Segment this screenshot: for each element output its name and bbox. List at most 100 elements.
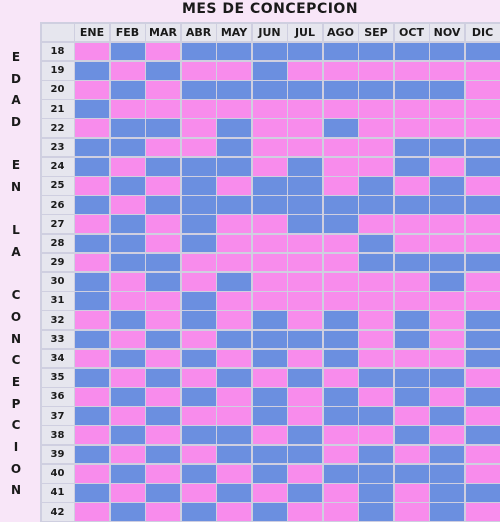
cell-pink <box>465 100 500 118</box>
cell-blue <box>359 253 393 272</box>
age-label: 32 <box>41 311 74 329</box>
cell-blue <box>465 349 500 368</box>
cell-pink <box>75 464 109 483</box>
cell-pink <box>359 61 393 80</box>
age-label: 26 <box>41 196 74 214</box>
cell-pink <box>430 61 464 80</box>
cell-pink <box>110 484 145 502</box>
age-label: 31 <box>41 292 74 310</box>
cell-pink <box>181 407 216 425</box>
y-axis-letter: N <box>10 331 22 346</box>
cell-blue <box>288 445 322 464</box>
cell-pink <box>323 253 358 272</box>
cell-blue <box>110 349 145 368</box>
age-label: 42 <box>41 503 74 521</box>
cell-pink <box>288 61 322 80</box>
cell-blue <box>323 388 358 406</box>
cell-blue <box>75 196 109 214</box>
age-label: 36 <box>41 388 74 406</box>
cell-blue <box>146 330 180 349</box>
age-label: 23 <box>41 138 74 157</box>
cell-pink <box>181 330 216 349</box>
cell-pink <box>252 253 287 272</box>
cell-blue <box>465 253 500 272</box>
age-label: 28 <box>41 234 74 253</box>
cell-blue <box>146 253 180 272</box>
cell-pink <box>430 330 464 349</box>
cell-blue <box>146 157 180 176</box>
cell-pink <box>217 100 251 118</box>
cell-pink <box>110 196 145 214</box>
cell-blue <box>430 445 464 464</box>
cell-blue <box>146 272 180 291</box>
cell-pink <box>75 177 109 195</box>
cell-pink <box>430 157 464 176</box>
cell-blue <box>181 215 216 234</box>
cell-pink <box>217 503 251 521</box>
cell-blue <box>394 388 429 406</box>
cell-blue <box>146 407 180 425</box>
cell-pink <box>465 368 500 387</box>
cell-blue <box>359 42 393 61</box>
cell-pink <box>394 292 429 310</box>
age-label: 25 <box>41 177 74 195</box>
cell-pink <box>181 484 216 502</box>
cell-pink <box>146 292 180 310</box>
cell-pink <box>110 157 145 176</box>
cell-pink <box>288 292 322 310</box>
cell-pink <box>323 157 358 176</box>
month-header: SEP <box>359 23 393 42</box>
age-label: 34 <box>41 349 74 368</box>
cell-blue <box>252 445 287 464</box>
y-axis-letter: P <box>11 396 21 411</box>
cell-blue <box>146 484 180 502</box>
cell-pink <box>288 388 322 406</box>
cell-blue <box>465 42 500 61</box>
cell-blue <box>110 42 145 61</box>
cell-pink <box>252 234 287 253</box>
cell-blue <box>110 388 145 406</box>
cell-pink <box>252 272 287 291</box>
cell-pink <box>146 311 180 329</box>
age-label: 30 <box>41 272 74 291</box>
cell-pink <box>146 349 180 368</box>
cell-pink <box>181 272 216 291</box>
cell-pink <box>75 349 109 368</box>
cell-blue <box>323 311 358 329</box>
cell-pink <box>217 464 251 483</box>
cell-pink <box>146 42 180 61</box>
cell-blue <box>288 330 322 349</box>
cell-blue <box>394 81 429 99</box>
cell-pink <box>430 234 464 253</box>
month-header: DIC <box>465 23 500 42</box>
cell-blue <box>75 61 109 80</box>
y-axis-letter: D <box>11 71 21 86</box>
cell-pink <box>146 81 180 99</box>
cell-pink <box>465 61 500 80</box>
cell-pink <box>359 157 393 176</box>
cell-blue <box>323 330 358 349</box>
cell-blue <box>217 330 251 349</box>
cell-blue <box>359 81 393 99</box>
cell-blue <box>252 42 287 61</box>
age-label: 27 <box>41 215 74 234</box>
cell-pink <box>252 119 287 138</box>
cell-blue <box>394 253 429 272</box>
cell-pink <box>359 349 393 368</box>
cell-blue <box>394 330 429 349</box>
cell-blue <box>394 196 429 214</box>
cell-pink <box>288 407 322 425</box>
cell-pink <box>394 349 429 368</box>
cell-pink <box>323 426 358 445</box>
cell-pink <box>217 177 251 195</box>
cell-blue <box>359 445 393 464</box>
cell-pink <box>465 119 500 138</box>
cell-pink <box>430 119 464 138</box>
cell-blue <box>181 42 216 61</box>
cell-pink <box>146 138 180 157</box>
cell-blue <box>465 138 500 157</box>
cell-blue <box>465 157 500 176</box>
cell-blue <box>110 119 145 138</box>
cell-blue <box>217 368 251 387</box>
cell-pink <box>288 349 322 368</box>
